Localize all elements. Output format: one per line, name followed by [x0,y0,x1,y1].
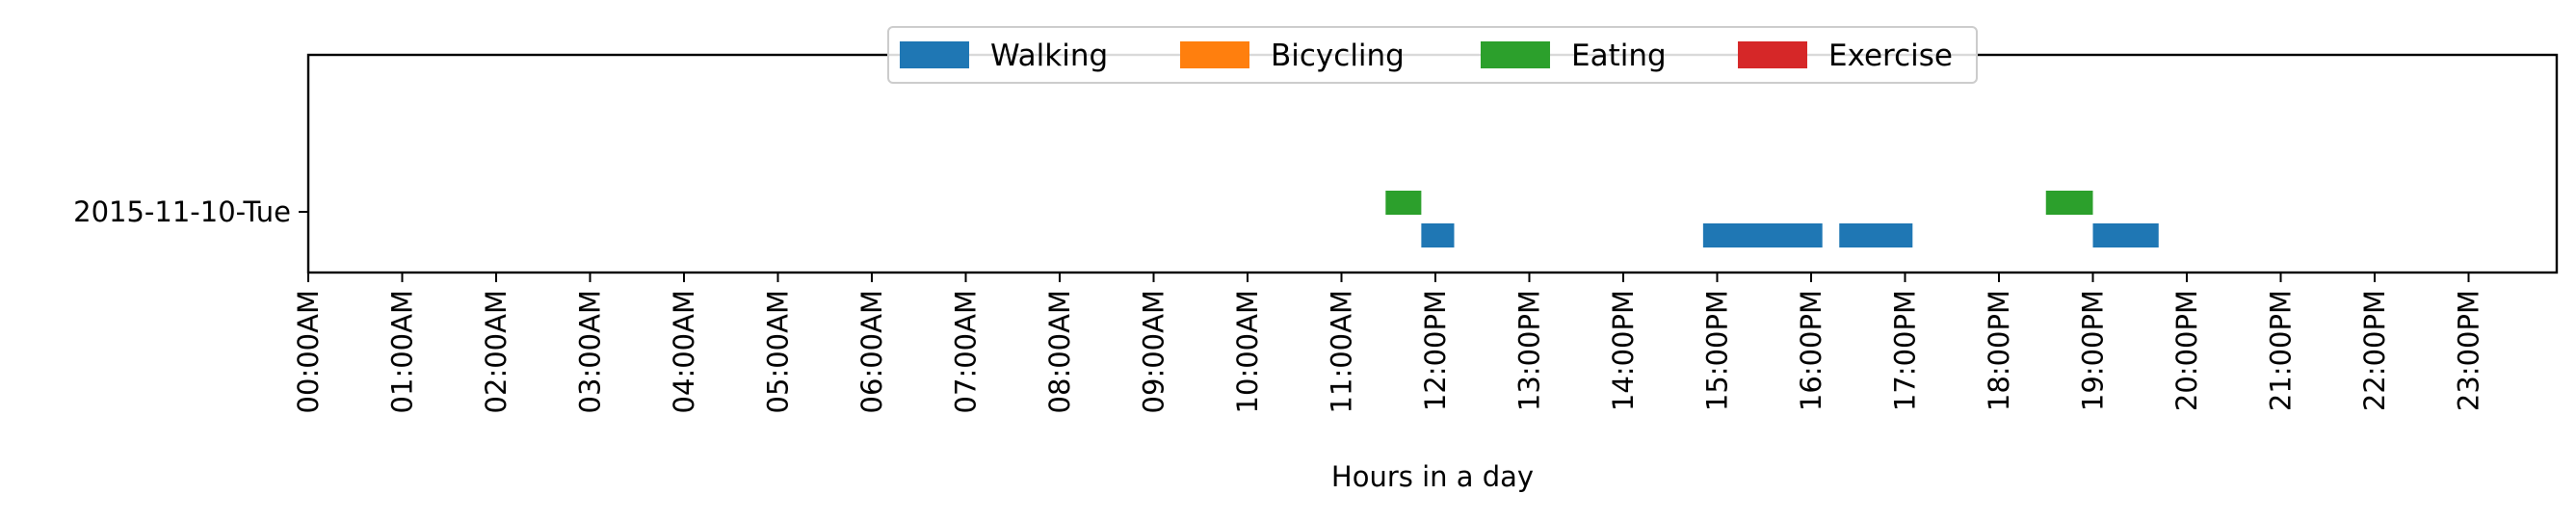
legend-box [887,26,1978,84]
x-tick-label: 18:00PM [1983,290,2015,411]
eating-interval-bar [1385,191,1422,215]
x-tick-label: 22:00PM [2358,290,2391,411]
x-tick-label: 00:00AM [292,290,325,413]
legend-label-exercise: Exercise [1828,39,1953,73]
x-tick-label: 15:00PM [1701,290,1734,411]
x-axis: 00:00AM 01:00AM 02:00AM 03:00AM 04:00AM 05:00… [292,273,2485,413]
x-tick-label: 12:00PM [1419,290,1452,411]
legend-swatch-exercise [1738,41,1807,68]
x-tick-label: 21:00PM [2265,290,2298,411]
eating-interval-bar [2045,191,2093,215]
x-tick-label: 13:00PM [1513,290,1546,411]
legend-label-bicycling: Bicycling [1271,39,1405,73]
legend-swatch-bicycling [1180,41,1249,68]
walking-interval-bar [1702,223,1823,247]
x-tick-label: 20:00PM [2170,290,2203,411]
x-tick-label: 11:00AM [1326,290,1358,413]
x-tick-label: 10:00AM [1231,290,1264,413]
walking-interval-bar [1839,223,1913,247]
chart-marks [1385,191,2159,247]
x-tick-label: 23:00PM [2453,290,2485,411]
legend-label-walking: Walking [990,39,1108,73]
x-tick-label: 17:00PM [1889,290,1922,411]
x-tick-label: 08:00AM [1043,290,1076,413]
legend-swatch-eating [1481,41,1550,68]
x-tick-label: 01:00AM [386,290,419,413]
x-tick-label: 07:00AM [950,290,983,413]
x-tick-label: 06:00AM [855,290,888,413]
x-tick-label: 09:00AM [1138,290,1170,413]
x-tick-label: 03:00AM [574,290,607,413]
x-tick-label: 19:00PM [2077,290,2110,411]
legend-label-eating: Eating [1571,39,1667,73]
walking-interval-bar [1421,223,1455,247]
legend-swatch-walking [900,41,969,68]
x-tick-label: 05:00AM [762,290,795,413]
x-tick-label: 04:00AM [668,290,700,413]
walking-interval-bar [2092,223,2159,247]
legend: Walking Bicycling Eating Exercise [887,26,1978,84]
x-tick-label: 16:00PM [1795,290,1827,411]
x-tick-label: 14:00PM [1607,290,1640,411]
x-tick-label: 02:00AM [480,290,513,413]
y-axis: 2015-11-10-Tue [73,195,308,228]
x-axis-label: Hours in a day [1331,460,1534,493]
y-tick-label: 2015-11-10-Tue [73,195,291,228]
